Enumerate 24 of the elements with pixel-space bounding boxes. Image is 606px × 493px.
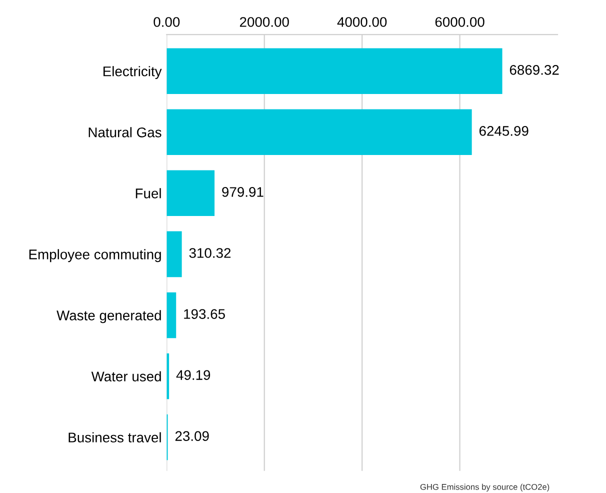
y-tick-label: Natural Gas — [88, 127, 162, 138]
bar — [166, 109, 472, 156]
data-label: 6245.99 — [479, 126, 528, 136]
bar — [166, 170, 215, 216]
y-tick-label: Business travel — [68, 432, 161, 442]
x-tick-label: 0.00 — [154, 17, 180, 27]
data-label: 193.65 — [184, 309, 225, 319]
data-label: 979.91 — [222, 187, 264, 197]
y-tick-label: Water used — [91, 371, 161, 382]
y-tick-label: Waste generated — [56, 310, 161, 324]
data-label: 49.19 — [176, 370, 210, 380]
y-tick-label: Fuel — [136, 188, 161, 198]
text: GHG Emissions by source (tCO2e) — [420, 484, 550, 492]
x-tick-label: 2000.00 — [240, 17, 289, 27]
y-tick-label: Employee commuting — [29, 249, 161, 262]
bar — [166, 292, 176, 338]
data-label: 310.32 — [189, 248, 231, 258]
y-tick-label: Electricity — [104, 66, 162, 80]
data-label: 23.09 — [175, 431, 209, 441]
data-label: 6869.32 — [510, 65, 559, 75]
x-tick-label: 6000.00 — [435, 17, 484, 27]
bar — [166, 48, 502, 94]
bar — [166, 231, 182, 278]
x-tick-label: 4000.00 — [337, 17, 387, 27]
